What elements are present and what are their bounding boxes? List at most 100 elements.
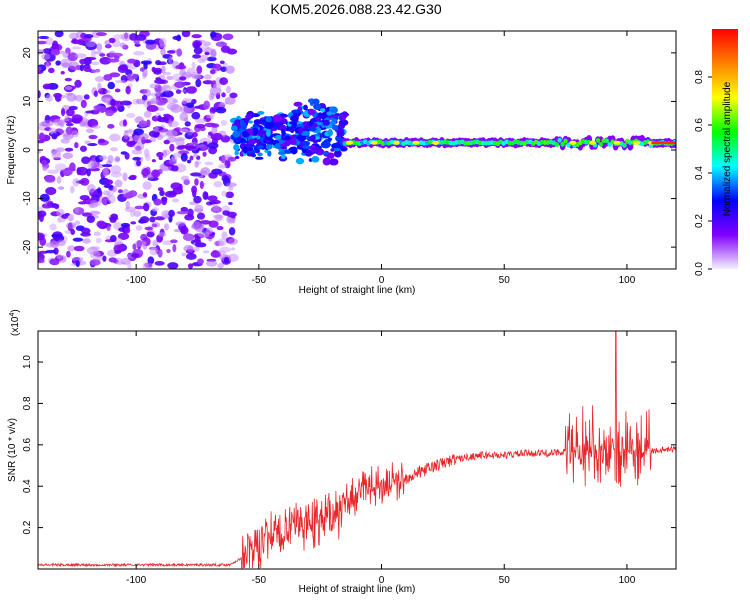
spectrogram-cell — [156, 151, 164, 158]
spectrogram-cell — [114, 88, 121, 93]
spectrogram-cell — [170, 239, 178, 244]
spectrogram-cell — [79, 120, 87, 128]
spectrogram-marks — [38, 31, 676, 269]
spectrogram-cell — [120, 32, 132, 42]
spectrogram-cell — [176, 34, 182, 42]
spectrogram-cell — [280, 146, 287, 150]
spectrogram-cell — [79, 64, 85, 72]
spectrogram-cell — [123, 130, 129, 140]
spectrogram-cell — [151, 169, 161, 178]
spectrogram-cell — [218, 164, 227, 169]
spectrogram-cell — [84, 34, 94, 39]
spectrogram-cell — [200, 145, 208, 151]
spectrogram-cell — [42, 167, 48, 172]
spectrogram-cell — [151, 207, 160, 212]
spectrogram-cell — [221, 190, 227, 197]
spectrogram-cell — [180, 206, 189, 213]
spectrogram-cell — [193, 195, 202, 204]
spectrogram-cell — [86, 56, 97, 61]
spectrogram-cell — [176, 145, 186, 150]
spectrogram-cell — [159, 190, 165, 197]
spectrogram-cell — [231, 247, 236, 251]
spectrogram-cell — [191, 111, 201, 120]
spectrogram-cell — [113, 55, 120, 60]
spectrogram-cell — [38, 206, 45, 211]
spectrogram-cell — [222, 33, 234, 41]
spectrogram-cell — [53, 92, 63, 98]
spectrogram-cell — [49, 223, 57, 231]
spectrogram-cell — [57, 186, 65, 190]
spectrogram-cell — [38, 40, 48, 45]
spectrogram-cell — [166, 248, 171, 254]
spectrogram-cell — [123, 227, 131, 234]
spectrogram-cell — [153, 69, 162, 75]
spectrogram-cell — [61, 62, 70, 69]
spectrogram-cell — [169, 143, 175, 152]
spectrogram-cell — [210, 123, 220, 128]
snr-y-scale-exp: 4 — [9, 313, 16, 317]
spectrogram-cell — [157, 187, 164, 192]
spectrogram-cell — [160, 85, 172, 92]
spectrogram-cell — [94, 76, 105, 82]
spectrogram-cell — [130, 221, 137, 225]
spectrogram-cell — [157, 232, 167, 237]
spectrogram-cell — [186, 159, 192, 164]
spectrogram-cell — [302, 140, 311, 146]
spectrogram-cell — [192, 54, 202, 59]
spectrogram-cell — [212, 83, 222, 92]
spectrogram-cell — [89, 259, 101, 266]
spectrogram-cell — [223, 256, 230, 264]
spectrogram-cell — [225, 65, 235, 74]
snr-x-tick-label: 50 — [499, 575, 511, 586]
spectrogram-cell — [109, 234, 117, 242]
spectrogram-cell — [162, 90, 174, 98]
spectrogram-cell — [168, 209, 175, 218]
spectrogram-cell — [86, 215, 96, 223]
spectrogram-cell — [38, 139, 45, 144]
spectrogram-cell — [212, 108, 218, 113]
spectrogram-cell — [204, 74, 212, 80]
spectrogram-cell — [146, 104, 159, 113]
spectrogram-cell — [209, 112, 215, 120]
spectrogram-cell — [131, 149, 143, 155]
spectrogram-cell — [67, 52, 78, 62]
spectrogram-cell — [135, 239, 146, 248]
spectrogram-cell — [65, 126, 73, 135]
spectrogram-cell — [168, 119, 173, 128]
spectrogram-cell — [191, 61, 196, 70]
spectrogram-cell — [181, 252, 187, 257]
spectrogram-cell — [109, 133, 121, 142]
spectrogram-cell — [225, 182, 237, 188]
spectrogram-cell — [45, 187, 57, 196]
spectrogram-cell — [432, 140, 440, 145]
spectrogram-cell — [265, 130, 271, 137]
spectrogram-cell — [87, 143, 98, 147]
spectrogram-cell — [153, 198, 162, 206]
spectrogram-cell — [98, 155, 108, 161]
spectrogram-cell — [109, 147, 118, 152]
spectrogram-cell — [60, 70, 65, 75]
spectrogram-y-tick-label: 20 — [22, 47, 33, 59]
spectrogram-y-tick-label: 0 — [22, 147, 33, 153]
spectrogram-cell — [194, 204, 204, 214]
spectrogram-cell — [56, 176, 62, 184]
spectrogram-cell — [71, 130, 79, 138]
spectrogram-cell — [149, 247, 158, 256]
spectrogram-cell — [191, 98, 197, 104]
spectrogram-cell — [194, 161, 199, 168]
spectrogram-cell — [219, 60, 225, 65]
spectrogram-cell — [209, 31, 217, 38]
spectrogram-cell — [71, 46, 81, 50]
spectrogram-cell — [66, 222, 77, 230]
spectrogram-cell — [257, 119, 265, 124]
spectrogram-cell — [79, 58, 88, 65]
spectrogram-cell — [412, 140, 420, 145]
spectrogram-cell — [107, 123, 115, 129]
spectrogram-cell — [569, 140, 577, 145]
spectrogram-cell — [117, 64, 128, 74]
spectrogram-cell — [50, 48, 61, 56]
spectrogram-cell — [74, 79, 82, 88]
spectrogram-cell — [307, 108, 315, 116]
spectrogram-cell — [60, 108, 66, 116]
